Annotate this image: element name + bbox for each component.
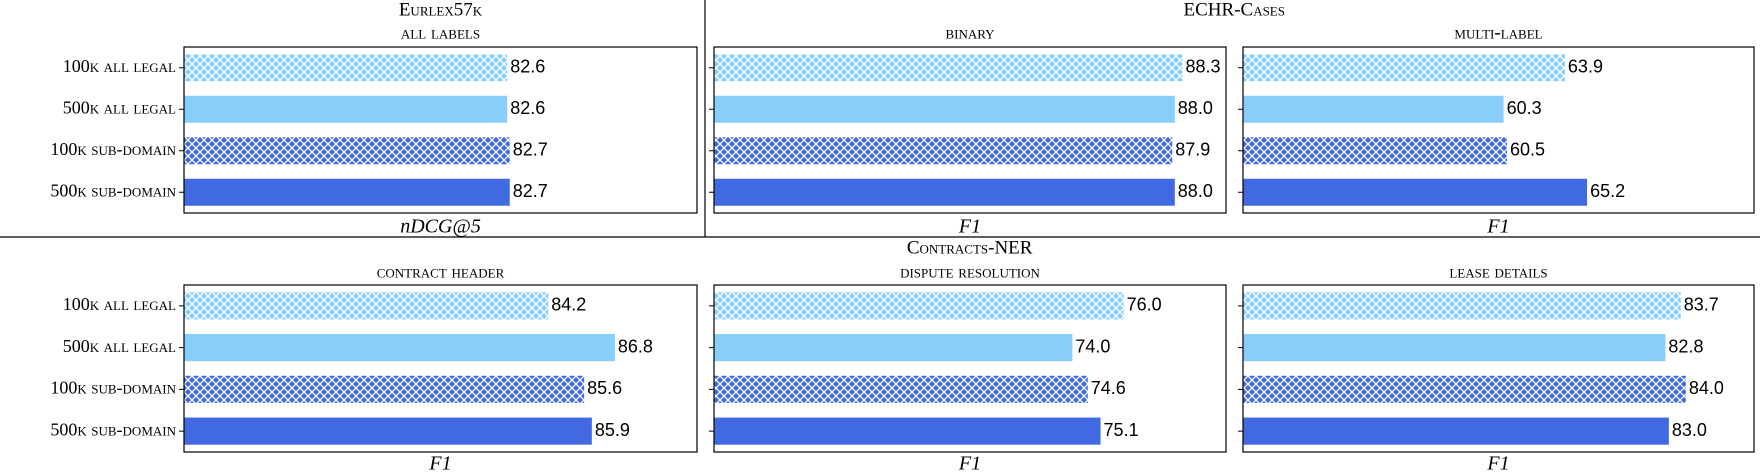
y-tick-label: 100k sub-domain — [50, 378, 176, 398]
value-label: 74.0 — [1075, 336, 1110, 356]
bar — [184, 137, 510, 165]
bar — [184, 292, 549, 320]
y-tick-label: 500k sub-domain — [50, 419, 176, 439]
y-tick-label: 500k sub-domain — [50, 180, 176, 200]
x-axis-label: nDCG@5 — [400, 216, 481, 238]
value-label: 83.0 — [1672, 420, 1707, 440]
value-label: 60.5 — [1510, 140, 1545, 160]
value-label: 60.3 — [1507, 98, 1542, 118]
x-axis-label: F1 — [1486, 216, 1509, 238]
value-label: 83.7 — [1684, 295, 1719, 315]
y-tick-label: 100k sub-domain — [50, 139, 176, 159]
value-label: 86.8 — [618, 336, 653, 356]
value-label: 82.8 — [1668, 336, 1703, 356]
x-axis-label: F1 — [958, 453, 981, 475]
value-label: 82.7 — [513, 181, 548, 201]
panel-title: all labels — [401, 22, 480, 43]
axes-frame — [713, 46, 1227, 214]
value-label: 82.6 — [510, 98, 545, 118]
axes-frame — [713, 284, 1227, 453]
x-axis-label: F1 — [1486, 453, 1509, 475]
bar — [714, 178, 1175, 206]
bar — [1243, 95, 1504, 123]
value-label: 88.3 — [1185, 57, 1220, 77]
value-label: 84.2 — [551, 295, 586, 315]
x-axis-label: F1 — [958, 216, 981, 238]
value-label: 88.0 — [1178, 98, 1213, 118]
value-label: 63.9 — [1568, 57, 1603, 77]
bar — [714, 292, 1124, 320]
bar — [184, 334, 615, 362]
bar — [714, 334, 1073, 362]
value-label: 87.9 — [1175, 140, 1210, 160]
bar — [714, 417, 1101, 445]
value-label: 85.9 — [595, 420, 630, 440]
value-label: 88.0 — [1178, 181, 1213, 201]
bar — [1243, 292, 1681, 320]
bar — [1243, 417, 1669, 445]
bar — [184, 417, 592, 445]
value-label: 84.0 — [1689, 378, 1724, 398]
value-label: 82.7 — [513, 140, 548, 160]
bar — [1243, 137, 1508, 165]
panel-title: lease details — [1449, 261, 1547, 282]
axes-frame — [1242, 284, 1755, 453]
bar — [184, 178, 510, 206]
bar — [1243, 54, 1565, 82]
panel-title: multi-label — [1454, 22, 1542, 43]
bar — [184, 375, 585, 403]
bar — [1243, 334, 1666, 362]
axes-frame — [1242, 46, 1755, 214]
y-tick-label: 500k all legal — [63, 336, 176, 356]
value-label: 82.6 — [510, 57, 545, 77]
value-label: 65.2 — [1590, 181, 1625, 201]
x-axis-label: F1 — [428, 453, 451, 475]
bar — [714, 54, 1183, 82]
bar — [714, 375, 1088, 403]
panel-title: binary — [945, 22, 995, 43]
axes-frame — [183, 46, 698, 214]
panel-title: contract header — [377, 261, 505, 282]
bar — [1243, 375, 1686, 403]
bar — [714, 95, 1175, 123]
value-label: 76.0 — [1127, 295, 1162, 315]
panel-title: dispute resolution — [900, 261, 1040, 282]
group-title: Eurlex57k — [399, 0, 483, 20]
bar — [184, 95, 508, 123]
y-tick-label: 500k all legal — [63, 97, 176, 117]
axes-frame — [183, 284, 698, 453]
y-tick-label: 100k all legal — [63, 56, 176, 76]
bar — [184, 54, 508, 82]
y-tick-label: 100k all legal — [63, 294, 176, 314]
value-label: 85.6 — [587, 378, 622, 398]
group-title: ECHR-Cases — [1184, 0, 1285, 20]
bar — [1243, 178, 1588, 206]
value-label: 75.1 — [1104, 420, 1139, 440]
bar — [714, 137, 1173, 165]
group-title: Contracts-NER — [907, 237, 1033, 258]
value-label: 74.6 — [1091, 378, 1126, 398]
